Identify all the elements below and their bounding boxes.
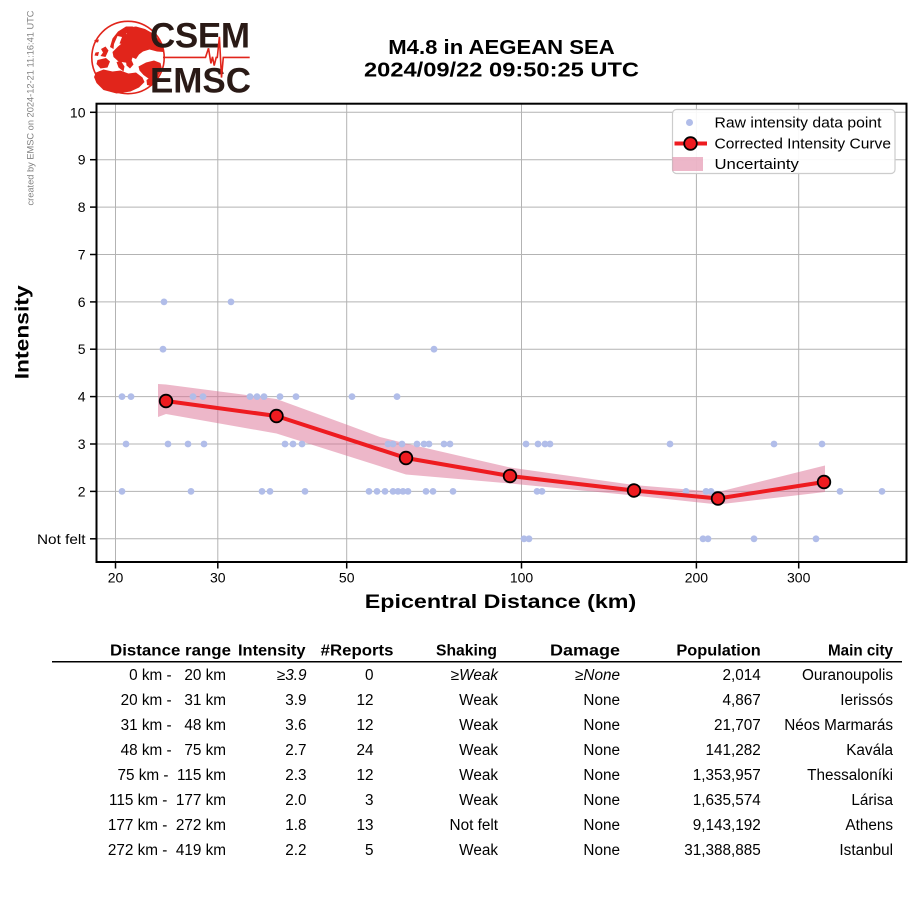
svg-text:1,635,574: 1,635,574	[693, 792, 762, 809]
svg-text:2,014: 2,014	[723, 667, 762, 684]
svg-text:Néos Marmarás: Néos Marmarás	[784, 717, 893, 734]
svg-text:None: None	[583, 842, 620, 859]
svg-text:177 km - 272 km: 177 km - 272 km	[108, 817, 226, 834]
svg-text:Athens: Athens	[845, 817, 893, 834]
svg-text:141,282: 141,282	[706, 742, 761, 759]
svg-text:Lárisa: Lárisa	[851, 792, 893, 809]
svg-text:100: 100	[510, 570, 534, 586]
svg-text:75 km - 115 km: 75 km - 115 km	[113, 767, 226, 784]
svg-text:4,867: 4,867	[723, 692, 761, 709]
svg-text:M4.8 in AEGEAN SEA: M4.8 in AEGEAN SEA	[388, 37, 615, 59]
svg-text:Ierissós: Ierissós	[840, 692, 893, 709]
svg-text:Damage: Damage	[550, 642, 620, 659]
svg-text:Kavála: Kavála	[846, 742, 893, 759]
svg-text:2.7: 2.7	[285, 742, 306, 759]
svg-text:2.0: 2.0	[285, 792, 306, 809]
svg-text:≥Weak: ≥Weak	[451, 667, 500, 684]
svg-text:2: 2	[78, 483, 86, 499]
svg-text:Weak: Weak	[459, 792, 498, 809]
svg-text:Population: Population	[676, 642, 760, 659]
svg-text:Main city: Main city	[828, 642, 893, 659]
svg-text:2024/09/22 09:50:25 UTC: 2024/09/22 09:50:25 UTC	[364, 60, 639, 82]
svg-text:None: None	[583, 767, 620, 784]
svg-text:50: 50	[339, 570, 355, 586]
svg-text:20: 20	[108, 570, 124, 586]
svg-text:5: 5	[78, 341, 86, 357]
svg-text:21,707: 21,707	[714, 717, 761, 734]
svg-text:9: 9	[78, 152, 86, 168]
svg-text:0 km - 20 km: 0 km - 20 km	[121, 667, 226, 684]
svg-text:CSEM: CSEM	[150, 16, 251, 55]
svg-text:None: None	[583, 692, 620, 709]
svg-text:31,388,885: 31,388,885	[684, 842, 761, 859]
svg-text:200: 200	[685, 570, 709, 586]
svg-text:Intensity: Intensity	[13, 285, 34, 380]
svg-text:Distance range: Distance range	[110, 642, 231, 659]
svg-text:Weak: Weak	[459, 692, 498, 709]
svg-text:1.8: 1.8	[285, 817, 306, 834]
svg-text:None: None	[583, 792, 620, 809]
svg-text:12: 12	[356, 717, 373, 734]
svg-text:≥3.9: ≥3.9	[277, 667, 307, 684]
svg-text:Intensity: Intensity	[238, 642, 306, 659]
svg-text:None: None	[583, 717, 620, 734]
svg-text:Weak: Weak	[459, 767, 498, 784]
svg-text:Weak: Weak	[459, 717, 498, 734]
svg-text:Istanbul: Istanbul	[839, 842, 893, 859]
svg-text:7: 7	[78, 247, 86, 263]
svg-text:10: 10	[70, 104, 86, 120]
svg-text:None: None	[583, 742, 620, 759]
svg-text:6: 6	[78, 294, 86, 310]
svg-text:Raw intensity data point: Raw intensity data point	[715, 115, 882, 131]
svg-text:20 km - 31 km: 20 km - 31 km	[116, 692, 226, 709]
svg-text:EMSC: EMSC	[150, 62, 252, 101]
svg-text:5: 5	[365, 842, 374, 859]
svg-text:#Reports: #Reports	[321, 642, 394, 659]
svg-text:2.2: 2.2	[285, 842, 306, 859]
svg-text:None: None	[583, 817, 620, 834]
svg-text:≥None: ≥None	[575, 667, 620, 684]
svg-text:300: 300	[787, 570, 811, 586]
svg-text:Shaking: Shaking	[436, 642, 497, 659]
svg-text:Not felt: Not felt	[37, 531, 86, 547]
svg-text:12: 12	[356, 692, 373, 709]
svg-text:Weak: Weak	[459, 742, 498, 759]
svg-text:3.6: 3.6	[285, 717, 306, 734]
svg-text:8: 8	[78, 199, 86, 215]
svg-text:3.9: 3.9	[285, 692, 306, 709]
svg-text:Not felt: Not felt	[450, 817, 499, 834]
svg-text:3: 3	[78, 436, 86, 452]
svg-text:Thessaloníki: Thessaloníki	[807, 767, 893, 784]
svg-text:0: 0	[365, 667, 374, 684]
svg-text:Epicentral Distance (km): Epicentral Distance (km)	[365, 592, 637, 613]
svg-text:31 km - 48 km: 31 km - 48 km	[116, 717, 226, 734]
svg-text:Weak: Weak	[459, 842, 498, 859]
svg-text:30: 30	[210, 570, 226, 586]
svg-text:13: 13	[356, 817, 373, 834]
svg-text:48 km - 75 km: 48 km - 75 km	[116, 742, 226, 759]
svg-text:24: 24	[356, 742, 374, 759]
svg-text:Ouranoupolis: Ouranoupolis	[802, 667, 893, 684]
svg-text:272 km - 419 km: 272 km - 419 km	[108, 842, 226, 859]
svg-text:Corrected Intensity Curve: Corrected Intensity Curve	[715, 136, 892, 152]
svg-text:4: 4	[78, 389, 86, 405]
svg-text:created by EMSC on 2024-12-21: created by EMSC on 2024-12-21 11:16:41 U…	[26, 10, 37, 205]
svg-text:1,353,957: 1,353,957	[693, 767, 761, 784]
svg-text:12: 12	[356, 767, 373, 784]
svg-text:2.3: 2.3	[285, 767, 306, 784]
svg-text:115 km - 177 km: 115 km - 177 km	[109, 792, 226, 809]
svg-text:9,143,192: 9,143,192	[693, 817, 761, 834]
svg-text:Uncertainty: Uncertainty	[715, 157, 800, 173]
svg-text:3: 3	[365, 792, 374, 809]
